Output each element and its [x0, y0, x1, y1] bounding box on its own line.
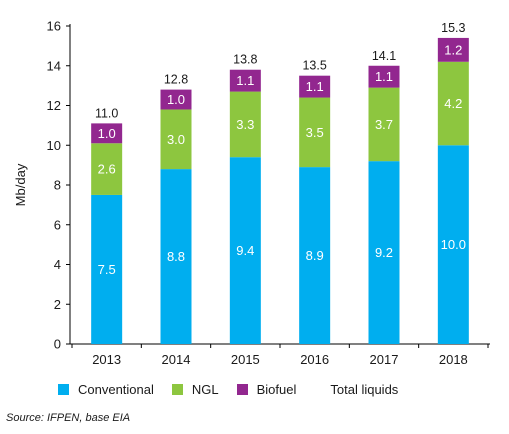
data-label-ngl: 3.7 [375, 117, 393, 132]
bar-segment-ngl [229, 91, 261, 158]
bar-segment-ngl [91, 143, 123, 195]
data-label-ngl: 3.5 [306, 125, 324, 140]
plot-area: 0 2 4 6 8 10 12 14 16 7.5 2.6 1.0 11.0 2013 8.8 3.0 1.0 1… [47, 19, 490, 367]
source-note: Source: IFPEN, base EIA [6, 412, 131, 424]
x-tick-label: 2015 [231, 352, 260, 367]
y-tick-label: 14 [47, 58, 61, 73]
y-tick-label: 10 [47, 138, 61, 153]
bar-segment-biofuel [160, 89, 192, 110]
data-label-conventional: 7.5 [98, 262, 116, 277]
bar-segment-conventional [160, 169, 192, 344]
bar-segment-ngl [299, 97, 331, 168]
bar-segment-conventional [368, 161, 400, 344]
legend-label-ngl: NGL [191, 381, 219, 397]
legend-item-total-liquids: Total liquids [330, 382, 398, 397]
data-label-conventional: 8.8 [167, 249, 185, 264]
legend-label-biofuel: Biofuel [256, 381, 297, 397]
legend-item-ngl: NGL [171, 381, 219, 397]
total-label: 13.5 [302, 59, 326, 73]
data-label-biofuel: 1.0 [98, 126, 116, 141]
data-label-ngl: 4.2 [444, 96, 462, 111]
legend-swatch-ngl [171, 383, 183, 395]
bar-segment-biofuel [299, 75, 331, 98]
bar-segment-conventional [437, 145, 469, 344]
bar-segment-conventional [299, 167, 331, 344]
data-label-biofuel: 1.1 [236, 73, 254, 88]
data-label-conventional: 9.4 [236, 243, 254, 258]
x-tick-label: 2018 [439, 352, 468, 367]
total-label: 12.8 [164, 73, 188, 87]
total-label: 11.0 [95, 106, 118, 120]
bar-segment-biofuel [437, 37, 469, 62]
data-label-ngl: 2.6 [98, 162, 116, 177]
y-tick-label: 12 [47, 98, 61, 113]
legend: Conventional NGL Biofuel Total liquids [58, 380, 416, 398]
legend-label-total-liquids: Total liquids [330, 381, 399, 397]
bar-segment-ngl [368, 87, 400, 162]
bar-segment-conventional [91, 194, 123, 344]
data-label-conventional: 10.0 [441, 237, 466, 252]
data-label-conventional: 9.2 [375, 245, 393, 260]
data-label-conventional: 8.9 [306, 248, 324, 263]
total-label: 14.1 [372, 49, 396, 63]
legend-swatch-conventional [58, 383, 69, 395]
bar-segment-biofuel [91, 123, 123, 144]
y-axis-label: Mb/day [13, 163, 28, 206]
bar-segment-ngl [160, 109, 192, 170]
y-tick-label: 8 [54, 178, 61, 193]
x-tick-label: 2013 [92, 352, 121, 367]
data-label-biofuel: 1.1 [306, 79, 324, 94]
legend-swatch-biofuel [236, 383, 248, 395]
legend-item-biofuel: Biofuel [236, 381, 297, 397]
x-tick-label: 2016 [300, 352, 329, 367]
y-tick-label: 2 [54, 297, 61, 312]
data-label-biofuel: 1.2 [444, 42, 462, 57]
y-tick-label: 16 [47, 19, 61, 34]
bar-segment-biofuel [229, 69, 261, 92]
bar-segment-biofuel [368, 65, 400, 88]
data-label-biofuel: 1.0 [167, 92, 185, 107]
bar-segment-ngl [437, 61, 469, 146]
data-label-biofuel: 1.1 [375, 69, 393, 84]
legend-label-conventional: Conventional [78, 381, 154, 397]
legend-item-conventional: Conventional [58, 382, 154, 397]
x-tick-label: 2017 [370, 352, 399, 367]
bar-segment-conventional [229, 157, 261, 344]
data-label-ngl: 3.3 [236, 117, 254, 132]
y-tick-label: 0 [54, 337, 61, 352]
x-tick-label: 2014 [162, 352, 191, 367]
y-tick-label: 4 [54, 257, 61, 272]
total-label: 15.3 [441, 21, 465, 35]
y-tick-label: 6 [54, 217, 61, 232]
total-label: 13.8 [233, 53, 257, 67]
data-label-ngl: 3.0 [167, 132, 185, 147]
